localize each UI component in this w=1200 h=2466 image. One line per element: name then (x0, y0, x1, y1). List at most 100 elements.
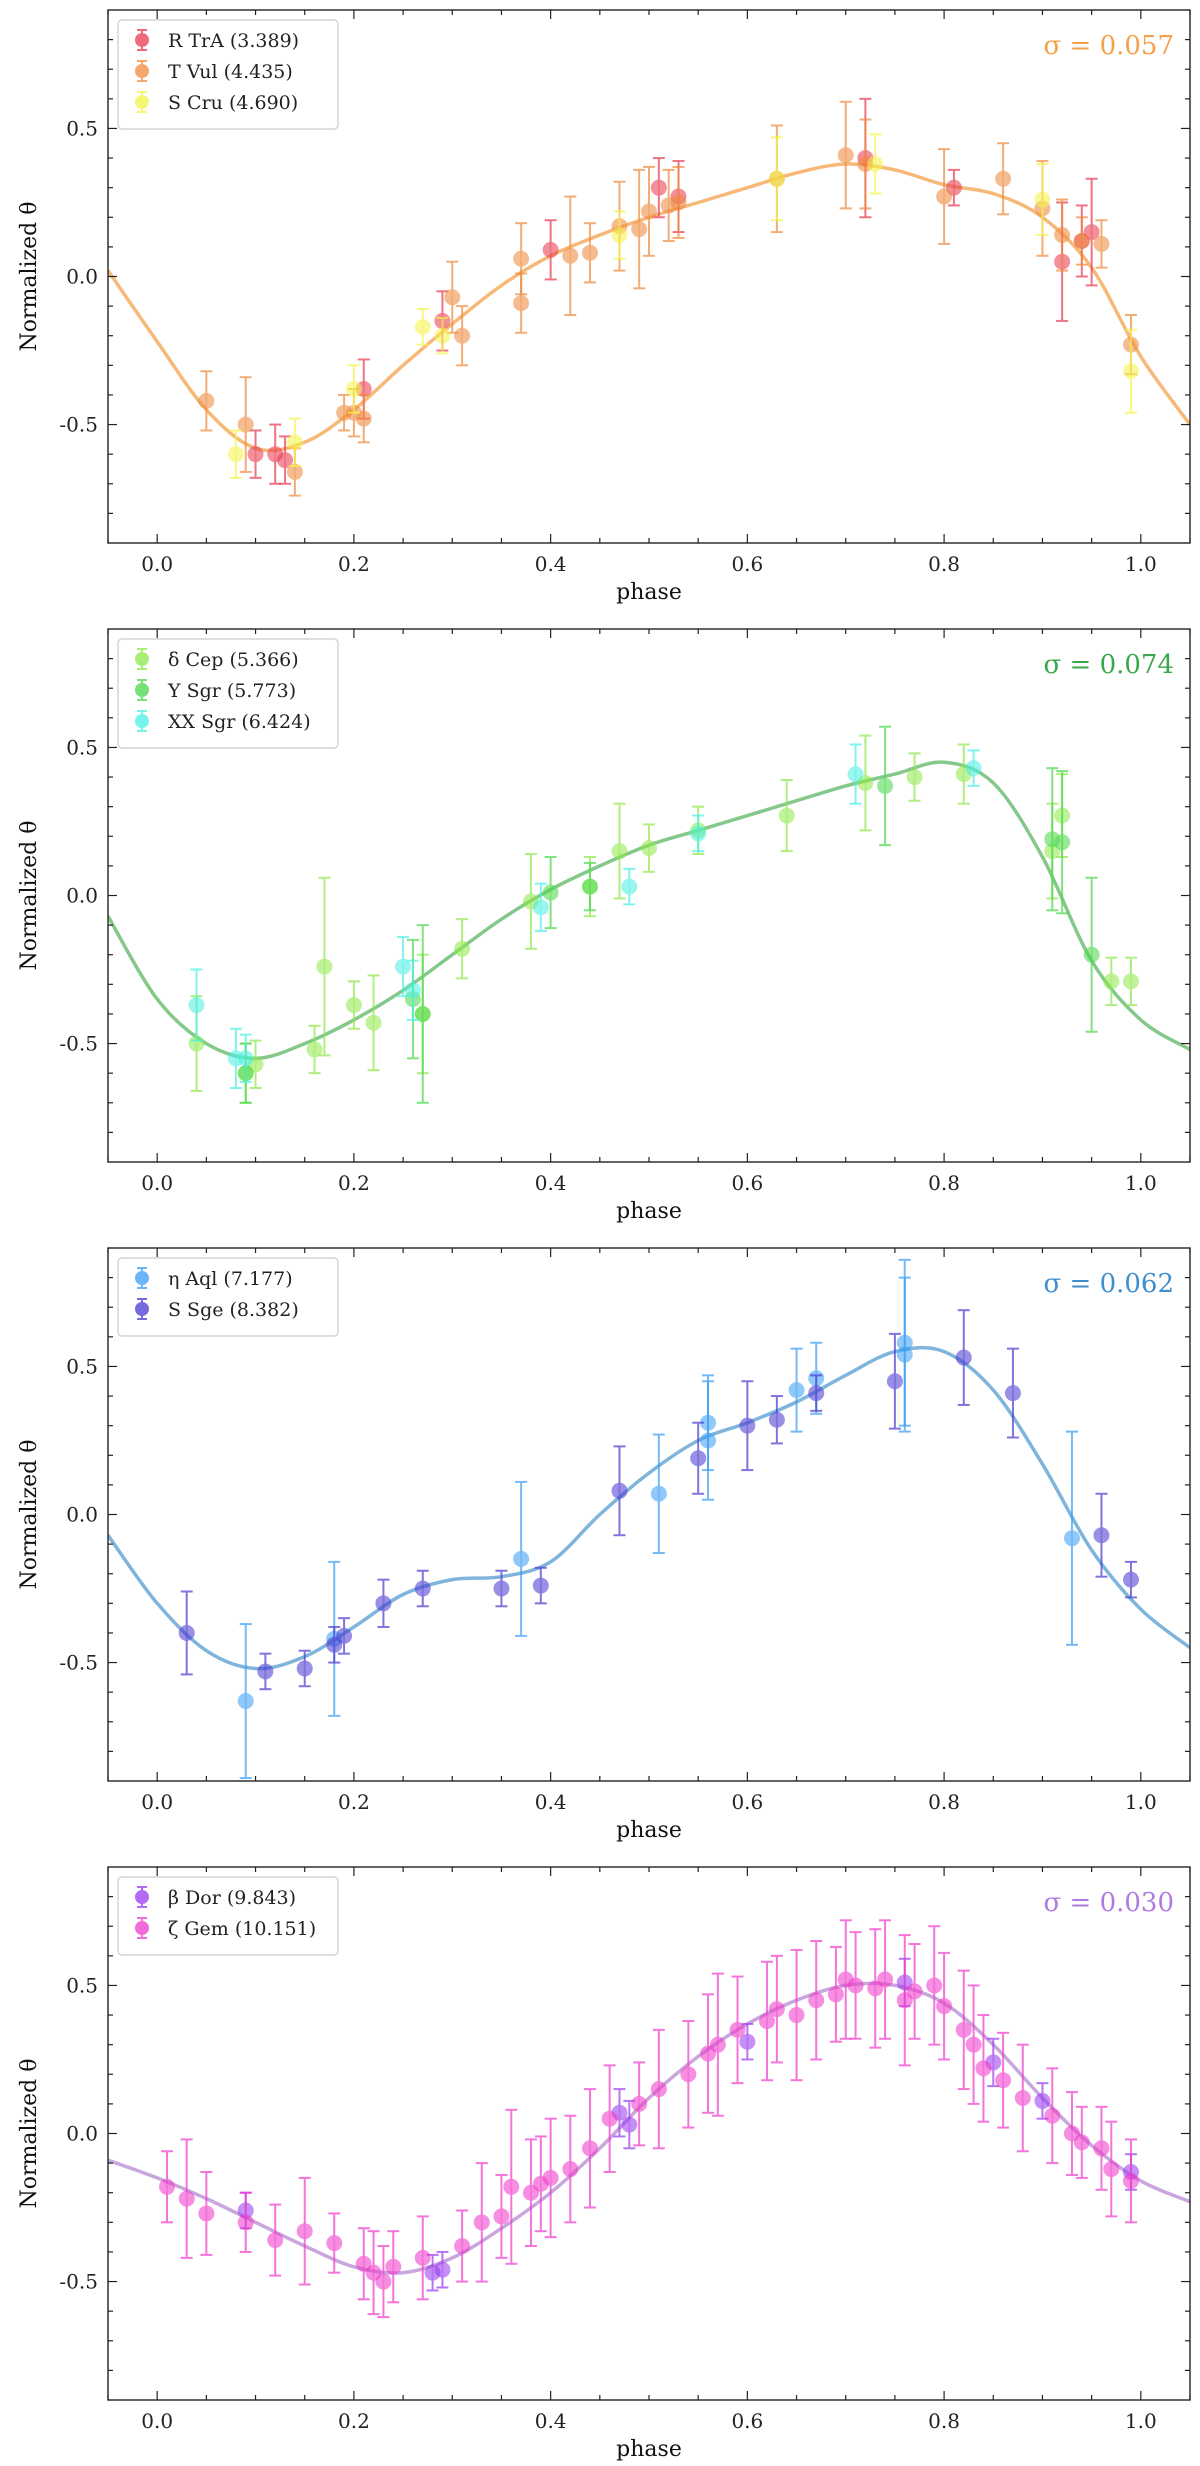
data-point (385, 2230, 402, 2304)
marker (188, 1035, 205, 1052)
legend-dot (135, 1921, 149, 1935)
data-point (493, 1569, 510, 1608)
marker (886, 1373, 903, 1390)
marker (1063, 1530, 1080, 1547)
data-point (414, 2215, 431, 2301)
legend-dot (135, 652, 149, 666)
marker (759, 2012, 776, 2029)
y-tick-label: 0.0 (66, 1503, 98, 1527)
legend-label: β Dor (9.843) (168, 1887, 296, 1909)
data-point (1093, 2105, 1110, 2191)
data-point (581, 861, 598, 912)
legend-label: S Sge (8.382) (168, 1299, 299, 1321)
legend-marker (135, 1917, 149, 1939)
data-point (227, 429, 244, 479)
marker (277, 452, 294, 469)
data-point (532, 1566, 549, 1605)
marker (513, 295, 530, 312)
legend-marker (135, 60, 149, 82)
legend-marker (135, 91, 149, 113)
data-point (650, 2028, 667, 2150)
data-point (867, 1928, 884, 2049)
data-point (768, 136, 785, 222)
x-tick-label: 0.2 (338, 552, 370, 576)
data-point (670, 165, 687, 240)
data-point (257, 1652, 274, 1691)
marker (670, 194, 687, 211)
data-point (906, 1942, 923, 2040)
data-point (995, 2031, 1012, 2129)
y-axis-title: Normalized θ (17, 202, 42, 352)
data-point (188, 968, 205, 1042)
marker (1073, 232, 1090, 249)
y-axis-title: Normalized θ (17, 1440, 42, 1590)
marker (385, 2258, 402, 2275)
legend-label: ζ Gem (10.151) (168, 1918, 316, 1940)
marker (454, 940, 471, 957)
marker (768, 2001, 785, 2018)
series-3 (227, 133, 1139, 479)
legend-marker (135, 29, 149, 51)
marker (877, 777, 894, 794)
y-tick-label: 0.5 (66, 735, 98, 759)
marker (454, 2238, 471, 2255)
legend-label: δ Cep (5.366) (168, 649, 299, 671)
marker (1034, 2092, 1051, 2109)
marker (326, 2235, 343, 2252)
series-3 (188, 743, 982, 1089)
x-tick-label: 0.6 (731, 552, 763, 576)
data-point (395, 935, 412, 998)
data-point (1122, 328, 1139, 414)
x-tick-label: 0.8 (928, 1790, 960, 1814)
y-tick-label: -0.5 (59, 1651, 98, 1675)
data-point (700, 1993, 717, 2114)
marker (641, 203, 657, 220)
marker (936, 188, 953, 205)
marker (1103, 973, 1120, 990)
data-point (542, 2117, 559, 2239)
marker (237, 2214, 254, 2231)
fit-curve (108, 760, 1190, 1061)
data-point (355, 2227, 372, 2301)
data-point (306, 1024, 323, 1075)
marker (257, 1663, 274, 1680)
x-tick-label: 1.0 (1125, 2409, 1157, 2433)
series-1 (188, 734, 1139, 1104)
marker (1093, 1527, 1110, 1544)
data-point (650, 1433, 667, 1554)
marker (995, 2072, 1012, 2089)
series-2 (159, 1919, 1139, 2319)
data-point (631, 2061, 648, 2147)
marker (778, 807, 795, 824)
data-point (1103, 2120, 1120, 2218)
data-point (1054, 198, 1071, 272)
data-point (178, 1590, 195, 1676)
data-point (975, 2014, 992, 2123)
x-tick-label: 0.4 (535, 552, 567, 576)
data-point (198, 2170, 215, 2256)
data-point (277, 435, 294, 485)
data-point (955, 1309, 972, 1406)
fit-curve (108, 1345, 1190, 1671)
series-1 (247, 97, 1100, 485)
data-point (1063, 1430, 1080, 1646)
marker (198, 2205, 215, 2222)
marker (542, 2169, 559, 2186)
x-tick-label: 0.8 (928, 1171, 960, 1195)
marker (1083, 946, 1100, 963)
data-point (562, 2114, 579, 2224)
marker (178, 1624, 195, 1641)
data-point (906, 752, 923, 802)
data-point (759, 1960, 776, 2082)
legend-box (117, 1257, 339, 1337)
x-tick-label: 0.0 (141, 1790, 173, 1814)
legend-dot (135, 1302, 149, 1316)
data-point (1034, 2082, 1051, 2120)
marker (316, 958, 333, 975)
marker (621, 878, 638, 895)
marker (650, 2081, 667, 2098)
data-point (454, 2209, 471, 2283)
data-point (709, 1972, 726, 2117)
marker (837, 147, 854, 164)
data-point (375, 2245, 392, 2319)
